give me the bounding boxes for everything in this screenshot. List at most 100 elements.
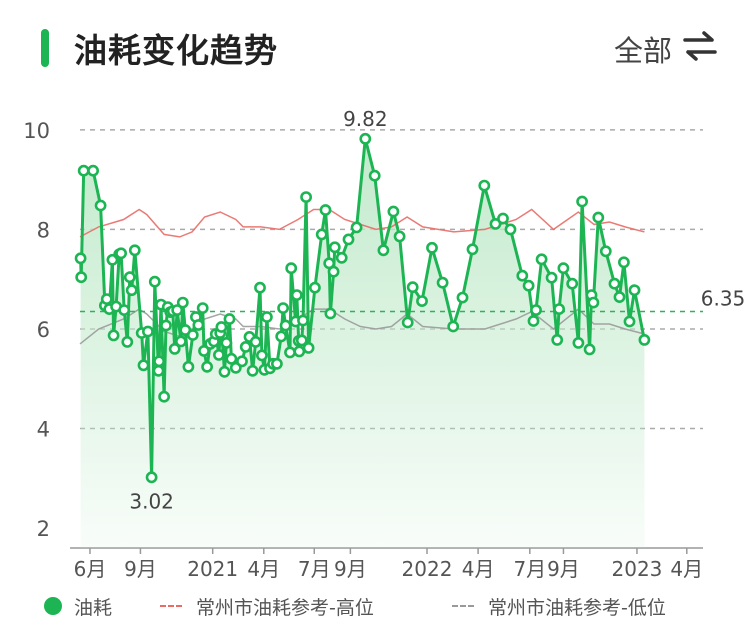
data-point [335,251,348,264]
data-point [290,289,303,301]
series-area [80,138,645,549]
data-point [516,269,529,282]
data-point [171,304,184,316]
data-point [530,304,542,316]
data-point [118,304,131,316]
data-point [246,364,259,377]
data-point [535,253,548,266]
data-point [236,355,248,368]
data-point [638,333,651,346]
data-point [94,199,107,212]
data-point [527,315,540,327]
legend-item-ref-low[interactable]: 常州市油耗参考-低位 [452,592,666,620]
data-point [158,390,170,403]
data-point [478,179,491,192]
data-point [225,352,238,365]
data-point [141,325,154,338]
data-point [618,256,630,269]
data-point [623,315,636,328]
y-tick-label: 2 [37,517,50,541]
data-point [218,365,231,378]
average-annotation: 6.35 [701,287,746,311]
data-point [566,277,579,290]
filter-button[interactable]: 全部 [613,34,672,68]
data-point [592,211,605,224]
data-point [198,344,210,357]
data-point [160,319,172,332]
x-tick-label: 6月 [74,557,107,581]
x-tick-label: 4月 [247,557,280,581]
data-point [327,265,340,278]
data-point [100,293,113,305]
x-tick-label: 4月 [670,557,703,581]
data-point [583,343,596,356]
data-point [176,296,189,309]
data-point [220,336,233,349]
data-point [416,295,428,307]
data-point [393,230,406,243]
data-point [182,360,195,373]
data-point [350,221,363,234]
max-annotation: 9.82 [343,107,388,131]
data-point [254,281,266,294]
legend-item-ref-high[interactable]: 常州市油耗参考-高位 [160,592,374,620]
data-point [297,314,309,327]
data-point [497,212,509,225]
data-point [168,342,181,355]
data-point [128,244,141,257]
x-tick-label: 7月 [298,557,331,581]
data-point [275,330,288,343]
data-point [342,233,355,246]
data-point [223,313,236,325]
data-point [107,329,120,342]
data-point [295,334,308,347]
data-point [270,357,283,370]
data-point [239,340,252,353]
data-point [328,241,341,254]
data-point [201,360,213,373]
data-point [319,204,332,216]
x-tick-label: 7月 [513,557,546,581]
legend-item-series[interactable]: 油耗 [44,592,112,620]
page-title: 油耗变化趋势 [74,31,278,70]
data-point [284,346,296,359]
x-tick-label: 9月 [547,557,580,581]
data-point [174,335,187,348]
data-point [148,275,161,288]
data-point [522,279,535,292]
data-point [576,195,588,208]
data-point [587,296,600,309]
data-point [315,228,328,241]
legend-marker-series [44,597,62,615]
data-point [153,355,165,368]
data-point [87,164,99,177]
data-point [145,471,158,484]
data-point [277,302,289,314]
data-point [377,244,390,257]
data-point [300,191,312,203]
min-annotation: 3.02 [129,489,174,513]
data-point [406,281,419,294]
swap-arrows-icon[interactable] [682,30,718,62]
data-point [489,217,502,230]
data-point [557,262,570,275]
x-tick-label: 2022 [402,557,453,581]
data-point [285,262,298,275]
legend-label-series: 油耗 [74,596,113,619]
y-tick-label: 8 [37,218,50,242]
data-point [387,205,400,218]
data-point [436,276,449,289]
title-accent-bar [41,29,49,67]
data-point [553,303,565,315]
legend-label-ref-low: 常州市油耗参考-低位 [488,596,666,619]
y-tick-label: 10 [23,119,50,143]
data-point [447,320,460,333]
data-point [456,291,469,304]
data-point [260,311,273,323]
data-point [249,335,262,348]
data-point [121,335,134,348]
data-point [608,277,621,290]
data-point [74,252,87,265]
data-point [302,341,315,354]
